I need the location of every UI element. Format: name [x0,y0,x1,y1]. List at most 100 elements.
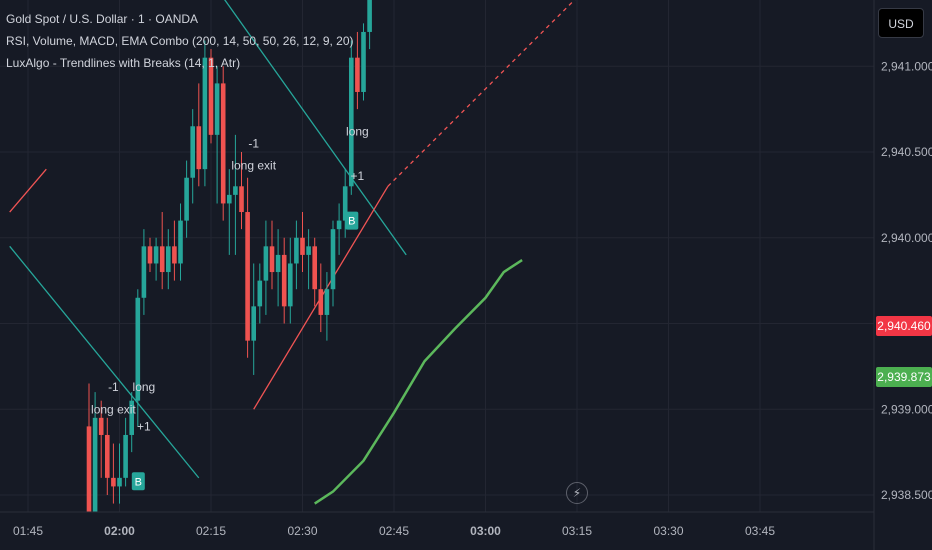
candle [86,383,92,513]
candle [263,220,269,315]
ema-200-line [314,258,523,505]
candle [184,160,189,238]
candle-body [208,57,214,135]
indicator-label[interactable]: RSI, Volume, MACD, EMA Combo (200, 14, 5… [6,34,354,48]
candle [105,417,110,495]
candle-body [318,289,324,315]
candle [336,203,342,255]
x-tick-label: 02:15 [196,524,226,538]
buy-badge: B [345,211,359,230]
candle [312,237,317,307]
buy-badge-bg [345,211,359,230]
candle [147,237,153,273]
signal-label: long [133,380,156,394]
candle [129,392,134,453]
buy-badge-bg [131,472,145,491]
y-tick-label: 2,938.500 [881,488,932,502]
candle [202,40,208,187]
candle [294,220,299,290]
candle [141,229,147,315]
trendlines [9,0,576,479]
lightning-icon[interactable]: ⚡ [566,482,588,504]
candle-body [202,57,208,170]
x-tick-label: 03:00 [470,524,501,538]
signal-label: +1 [351,169,365,183]
candle [324,272,330,341]
candle-body [312,246,317,290]
candle-body [105,434,110,478]
candle [172,220,177,281]
candle-body [263,246,269,281]
candle-body [98,417,104,435]
candle [251,263,256,375]
candle-body [92,417,98,513]
currency-button[interactable]: USD [878,8,924,38]
candle [98,400,104,478]
candle [233,134,238,255]
candle [159,212,165,290]
candle [355,31,360,110]
ema-price-tag: 2,939.873 [876,367,932,387]
x-tick-label: 03:15 [562,524,592,538]
candle-body [269,246,275,273]
candle-body [251,306,256,341]
candle [257,263,263,324]
candle-body [275,254,281,273]
y-tick-label: 2,940.500 [881,145,932,159]
candle-body [196,126,202,170]
candle [288,237,293,324]
candle [275,229,281,307]
candle-body [227,194,232,204]
candle-body [184,177,189,221]
candle-body [288,263,293,307]
trendline [9,245,200,479]
candle-body [178,220,183,264]
candle-body [117,477,122,487]
candle-body [190,126,195,178]
candle [367,0,372,50]
candle-body [159,246,165,273]
candle-body [147,246,153,264]
buy-badge-label: B [348,216,355,228]
candle [214,66,220,204]
signal-label: long exit [91,402,136,416]
candle-body [86,426,92,513]
candle [111,443,116,504]
candle-body [166,246,171,273]
candle [330,220,336,307]
candle-body [245,212,250,341]
symbol-title[interactable]: Gold Spot / U.S. Dollar · 1 · OANDA [6,12,199,26]
buy-badge: B [131,472,145,491]
candle-body [300,237,305,255]
ema-line [314,258,523,505]
candle-body [172,246,177,264]
candle [300,212,305,273]
chart-legend: Gold Spot / U.S. Dollar · 1 · OANDA RSI,… [6,8,354,74]
candles [86,0,372,513]
candle [196,83,202,187]
candle-body [153,246,159,264]
y-tick-label: 2,939.000 [881,402,932,416]
candle-body [281,254,287,307]
candle [245,177,250,358]
candle-body [342,186,348,221]
candle-body [239,186,244,213]
candle [306,229,311,290]
candle [227,169,232,255]
candle-body [324,289,330,315]
candle-body [129,400,134,435]
candle-body [336,220,342,230]
candle [123,417,128,487]
candle [239,152,244,230]
candle [166,229,171,290]
candle [92,392,98,513]
y-tick-label: 2,941.000 [881,59,932,73]
x-tick-label: 01:45 [13,524,43,538]
candle [220,66,226,221]
candle [190,109,195,204]
indicator-label[interactable]: LuxAlgo - Trendlines with Breaks (14, 1,… [6,56,241,70]
signal-label: -1 [248,136,259,150]
buy-badge-label: B [135,476,142,488]
